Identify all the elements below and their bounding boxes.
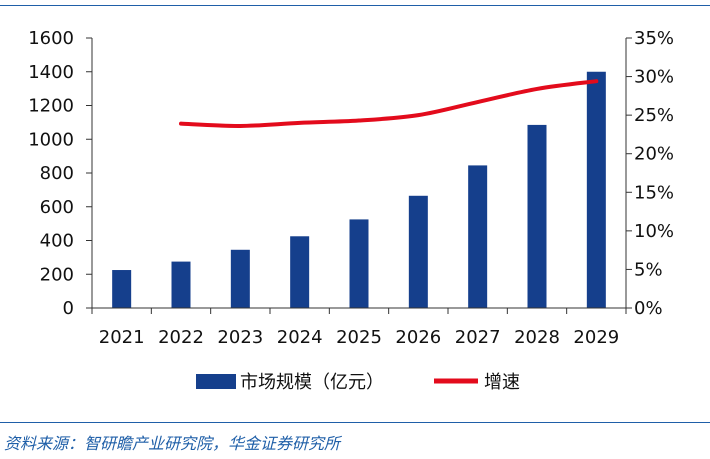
right-tick-label: 0% <box>634 298 663 319</box>
x-tick-label: 2022 <box>158 327 204 348</box>
bar-2029 <box>586 71 606 308</box>
x-tick-label: 2026 <box>395 327 441 348</box>
legend-swatch-bar <box>196 374 236 389</box>
x-tick-label: 2025 <box>336 327 382 348</box>
bar-2028 <box>527 124 547 308</box>
top-rule <box>0 5 710 6</box>
legend: 市场规模（亿元） 增速 <box>196 372 520 393</box>
bar-2025 <box>349 219 369 308</box>
left-tick-label: 1200 <box>28 96 74 117</box>
x-tick-label: 2027 <box>455 327 501 348</box>
bars-group <box>112 71 606 308</box>
bar-line-chart: 2021 2022 2023 2024 2025 2026 2027 2028 2029 0 20… <box>28 28 674 393</box>
bar-2026 <box>408 195 428 308</box>
left-tick-label: 200 <box>40 264 74 285</box>
right-tick-label: 5% <box>634 259 663 280</box>
right-y-tick-labels: 0% 5% 10% 15% 20% 25% 30% 35% <box>634 28 674 319</box>
bottom-rule <box>0 422 710 423</box>
x-tick-labels: 2021 2022 2023 2024 2025 2026 2027 2028 2029 <box>99 327 619 348</box>
x-tick-label: 2023 <box>217 327 263 348</box>
bar-2022 <box>171 261 191 308</box>
left-tick-label: 600 <box>40 197 74 218</box>
legend-label-growth: 增速 <box>484 372 520 393</box>
bar-2027 <box>468 165 488 308</box>
legend-label-market-size: 市场规模（亿元） <box>240 372 384 393</box>
bar-2024 <box>290 236 310 308</box>
bar-2021 <box>112 270 132 308</box>
right-tick-label: 35% <box>634 28 674 49</box>
axes-group <box>86 37 632 314</box>
right-tick-label: 15% <box>634 182 674 203</box>
right-tick-label: 25% <box>634 105 674 126</box>
right-tick-label: 20% <box>634 144 674 165</box>
left-tick-label: 1600 <box>28 28 74 49</box>
x-tick-label: 2029 <box>573 327 619 348</box>
bar-2023 <box>230 249 250 308</box>
right-tick-label: 10% <box>634 221 674 242</box>
x-tick-label: 2021 <box>99 327 145 348</box>
x-tick-label: 2028 <box>514 327 560 348</box>
left-tick-label: 0 <box>63 298 74 319</box>
left-tick-label: 400 <box>40 231 74 252</box>
right-tick-label: 30% <box>634 67 674 88</box>
source-note: 资料来源：智研瞻产业研究院，华金证券研究所 <box>4 434 341 453</box>
left-y-tick-labels: 0 200 400 600 800 1000 1200 1400 1600 <box>28 28 74 319</box>
left-tick-label: 1000 <box>28 129 74 150</box>
x-tick-label: 2024 <box>277 327 323 348</box>
growth-rate-line <box>179 79 599 128</box>
left-tick-label: 800 <box>40 163 74 184</box>
growth-line-group <box>179 79 599 128</box>
left-tick-label: 1400 <box>28 62 74 83</box>
